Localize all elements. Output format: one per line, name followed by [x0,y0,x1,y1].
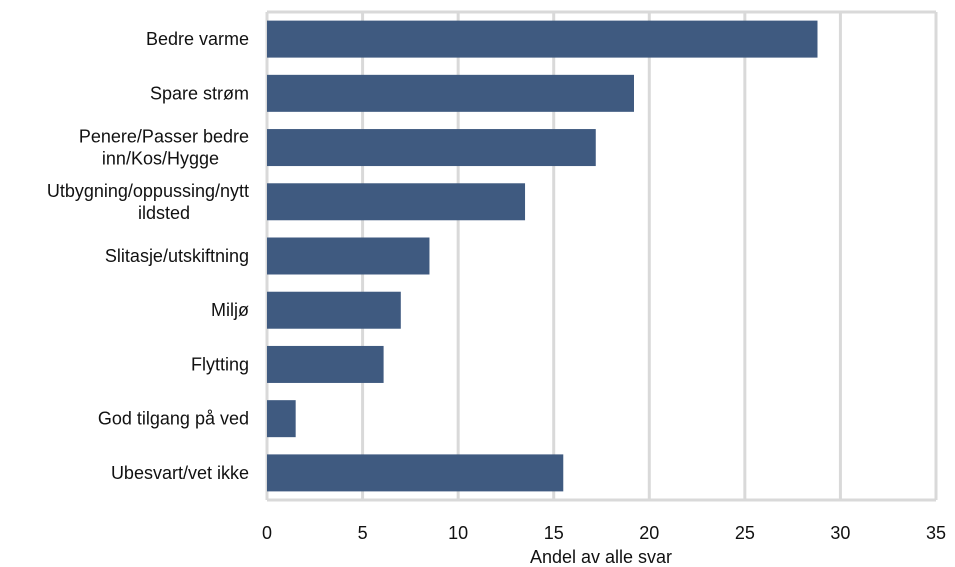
x-tick-labels: 0 5 10 15 20 25 30 35 [262,523,946,543]
bar-2 [267,129,596,167]
bar-5 [267,291,401,329]
bar-1 [267,74,634,112]
bar-7 [267,400,296,438]
category-label-5: Miljø [211,300,249,320]
category-label-6: Flytting [191,354,249,374]
x-tick-label-4: 20 [639,523,659,543]
x-tick-label-6: 30 [830,523,850,543]
bars [267,20,818,492]
x-tick-label-7: 35 [926,523,946,543]
x-tick-label-5: 25 [735,523,755,543]
x-tick-label-3: 15 [544,523,564,543]
bar-3 [267,183,526,221]
bar-4 [267,237,430,275]
category-label-7: God tilgang på ved [98,409,249,429]
category-label-1: Spare strøm [150,83,249,103]
x-tick-label-0: 0 [262,523,272,543]
x-tick-label-1: 5 [358,523,368,543]
category-label-4: Slitasje/utskiftning [105,246,249,266]
x-axis-title: Andel av alle svar [530,547,672,567]
category-label-8: Ubesvart/vet ikke [111,463,249,483]
category-label-0: Bedre varme [146,29,249,49]
x-tick-label-2: 10 [448,523,468,543]
category-labels: Bedre varme Spare strøm Penere/Passer bedr… [47,29,249,483]
bar-0 [267,20,818,58]
bar-8 [267,454,564,492]
bar-6 [267,345,384,383]
category-label-3: Utbygning/oppussing/nytt ildsted [47,181,249,223]
category-label-2: Penere/Passer bedre inn/Kos/Hygge [79,127,249,169]
